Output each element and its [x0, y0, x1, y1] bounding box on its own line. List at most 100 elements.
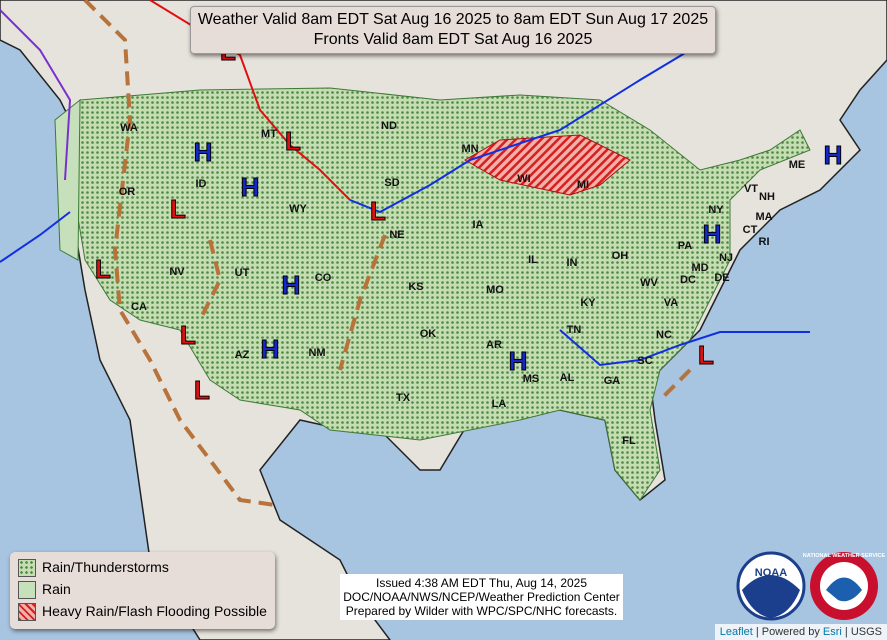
- state-label: OR: [119, 186, 136, 198]
- state-label: OH: [612, 250, 629, 262]
- legend-swatch: [18, 603, 36, 621]
- legend-item: Rain/Thunderstorms: [42, 559, 169, 575]
- high-pressure: H: [241, 172, 260, 202]
- low-pressure: L: [370, 196, 386, 226]
- state-label: WY: [289, 203, 307, 215]
- attribution: Leaflet | Powered by Esri | USGS: [714, 624, 887, 640]
- noaa-wave: [742, 575, 800, 618]
- issued-note: Issued 4:38 AM EDT Thu, Aug 14, 2025 DOC…: [340, 574, 623, 620]
- state-label: NY: [708, 204, 724, 216]
- high-pressure: H: [824, 140, 843, 170]
- state-label: IL: [528, 254, 538, 266]
- high-pressure: H: [509, 346, 528, 376]
- header-line: Weather Valid 8am EDT Sat Aug 16 2025 to…: [197, 11, 709, 28]
- state-label: RI: [759, 236, 770, 248]
- state-label: LA: [492, 398, 507, 410]
- legend-swatch: [18, 559, 36, 577]
- state-label: CO: [315, 272, 332, 284]
- state-label: TN: [567, 324, 582, 336]
- leaflet-link[interactable]: Leaflet: [719, 626, 753, 638]
- low-pressure: L: [698, 340, 714, 370]
- state-label: FL: [622, 435, 636, 447]
- header-line: Fronts Valid 8am EDT Sat Aug 16 2025: [313, 31, 593, 48]
- low-pressure: L: [170, 194, 186, 224]
- legend: Rain/Thunderstorms Rain Heavy Rain/Flash…: [10, 552, 275, 629]
- legend-item: Rain: [42, 581, 71, 597]
- state-label: WA: [120, 122, 138, 134]
- issued-line: Prepared by Wilder with WPC/SPC/NHC fore…: [345, 604, 618, 618]
- legend-item: Heavy Rain/Flash Flooding Possible: [42, 603, 267, 619]
- state-label: MN: [461, 143, 478, 155]
- issued-line: DOC/NOAA/NWS/NCEP/Weather Prediction Cen…: [343, 590, 620, 604]
- state-label: IA: [473, 219, 484, 231]
- high-pressure: H: [194, 137, 213, 167]
- state-label: VT: [744, 183, 758, 195]
- state-label: ME: [789, 159, 806, 171]
- state-label: AR: [486, 339, 502, 351]
- state-label: MI: [577, 179, 589, 191]
- state-label: SD: [384, 177, 399, 189]
- state-label: ID: [196, 178, 207, 190]
- state-label: DC: [680, 274, 696, 286]
- state-label: NC: [656, 329, 672, 341]
- low-pressure: L: [285, 126, 301, 156]
- rain-thunderstorm-area: [74, 87, 811, 501]
- state-label: UT: [235, 267, 250, 279]
- state-label: WV: [640, 277, 658, 289]
- state-label: CT: [743, 224, 758, 236]
- state-label: CA: [131, 301, 147, 313]
- cold-front: [0, 211, 71, 263]
- logos: NOAA NATIONAL WEATHER SERVICE: [736, 551, 886, 621]
- state-label: PA: [678, 240, 693, 252]
- cold-front: [559, 329, 810, 367]
- trough: [198, 239, 223, 321]
- state-label: AZ: [235, 349, 250, 361]
- state-label: KY: [580, 297, 596, 309]
- low-pressure: L: [180, 320, 196, 350]
- nws-text: NATIONAL WEATHER SERVICE: [803, 553, 886, 559]
- state-label: TX: [396, 392, 411, 404]
- state-label: NM: [308, 347, 325, 359]
- esri-link[interactable]: Esri: [822, 626, 842, 638]
- high-pressure: H: [261, 334, 280, 364]
- state-label: NJ: [719, 252, 733, 264]
- attribution-text: | USGS: [844, 626, 882, 638]
- rain-area: [54, 98, 81, 261]
- trough: [658, 368, 692, 402]
- state-label: MT: [261, 128, 277, 140]
- occluded-front: [0, 9, 72, 181]
- state-label: SC: [637, 355, 652, 367]
- heavy-rain-area: [463, 134, 631, 196]
- state-label: WI: [517, 173, 530, 185]
- state-label: KS: [408, 281, 423, 293]
- trough: [83, 0, 276, 507]
- state-label: ND: [381, 120, 397, 132]
- high-pressure: H: [703, 219, 722, 249]
- state-label: OK: [420, 328, 437, 340]
- state-label: MO: [486, 284, 504, 296]
- state-label: GA: [604, 375, 621, 387]
- state-label: MA: [755, 211, 772, 223]
- state-label: IN: [567, 257, 578, 269]
- cold-front: [349, 49, 691, 214]
- state-label: MD: [691, 262, 708, 274]
- legend-swatch: [18, 581, 36, 599]
- noaa-text: NOAA: [755, 567, 787, 579]
- low-pressure: L: [194, 375, 210, 405]
- trough: [338, 234, 387, 371]
- header: Weather Valid 8am EDT Sat Aug 16 2025 to…: [190, 6, 716, 54]
- nws-cloud: [826, 577, 862, 602]
- attribution-text: | Powered by: [755, 626, 820, 638]
- state-label: NV: [169, 266, 185, 278]
- state-label: NH: [759, 191, 775, 203]
- state-label: MS: [523, 373, 540, 385]
- state-label: AL: [560, 372, 575, 384]
- state-label: VA: [664, 297, 679, 309]
- issued-line: Issued 4:38 AM EDT Thu, Aug 14, 2025: [375, 576, 588, 590]
- state-label: NE: [389, 229, 404, 241]
- state-label: DE: [714, 272, 729, 284]
- high-pressure: H: [282, 270, 301, 300]
- low-pressure: L: [95, 254, 111, 284]
